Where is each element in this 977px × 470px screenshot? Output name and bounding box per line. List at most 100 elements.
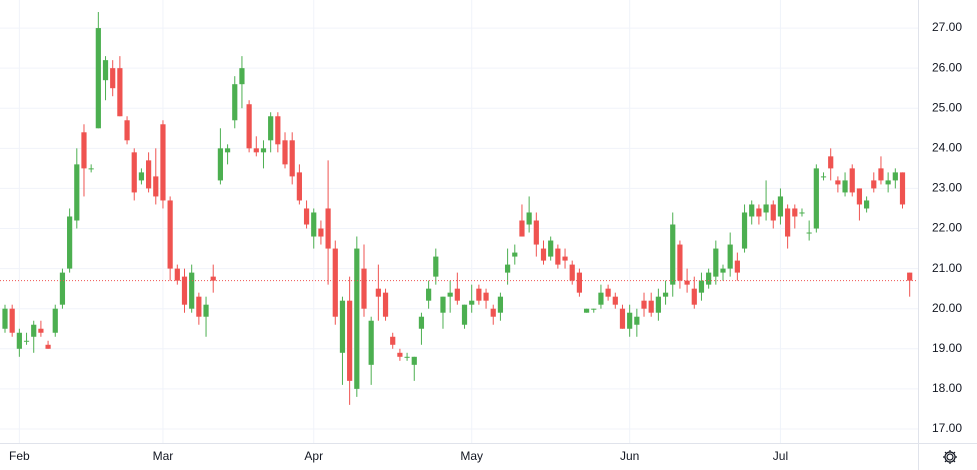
candle-body (842, 180, 848, 193)
candle-body (426, 288, 432, 301)
candle-body (648, 300, 654, 313)
candle-body (828, 156, 834, 169)
candle-body (490, 308, 496, 317)
candle-body (16, 332, 22, 349)
y-tick-label: 17.00 (932, 421, 962, 435)
candle-body (45, 344, 51, 349)
candle-body (713, 248, 719, 277)
candle-body (634, 316, 640, 325)
candle-body (347, 300, 353, 381)
candle-body (512, 252, 518, 257)
candle-body (260, 148, 267, 153)
candle-body (282, 140, 288, 165)
candle-body (196, 296, 202, 317)
candle-body (88, 168, 94, 170)
candle-body (160, 124, 166, 201)
candle-body (555, 248, 561, 265)
candle-body (533, 220, 539, 245)
candle-body (497, 296, 504, 313)
candle-body (95, 28, 101, 129)
candle-body (454, 288, 460, 301)
candle-body (318, 228, 324, 237)
candle-body (684, 280, 690, 285)
candle-body (691, 288, 697, 305)
candle-body (519, 220, 525, 237)
candle-body (174, 268, 180, 281)
x-tick-label: May (460, 449, 483, 463)
x-tick-label: Jul (773, 449, 788, 463)
candle-body (332, 248, 338, 317)
candle-body (167, 200, 173, 269)
candle-body (268, 116, 274, 141)
candle-body (619, 308, 626, 329)
candle-body (368, 320, 374, 365)
candle-body (325, 208, 331, 249)
candle-body (447, 292, 453, 297)
candle-body (878, 168, 884, 181)
candle-body (224, 148, 231, 153)
candle-body (275, 116, 281, 145)
x-tick-label: Jun (620, 449, 639, 463)
candle-body (138, 172, 145, 181)
candle-body (189, 272, 195, 309)
candle-body (806, 232, 812, 234)
candle-body (605, 288, 611, 297)
candle-body (303, 208, 310, 225)
candle-body (820, 176, 827, 178)
candle-body (670, 224, 676, 285)
candle-body (2, 308, 8, 329)
settings-icon[interactable] (943, 450, 957, 464)
candle-body (433, 256, 439, 277)
candle-body (576, 272, 582, 293)
candle-body (548, 240, 554, 257)
y-tick-label: 25.00 (932, 100, 962, 114)
candle-body (239, 68, 245, 85)
candle-body (483, 292, 489, 301)
candle-body (907, 272, 913, 281)
candle-body (81, 132, 87, 169)
y-tick-label: 22.00 (932, 221, 962, 235)
candle-body (102, 60, 109, 81)
candle-body (52, 308, 58, 333)
candle-body (727, 244, 733, 269)
candle-body (777, 196, 784, 217)
candle-body (390, 336, 396, 345)
y-tick-label: 20.00 (932, 301, 962, 315)
candle-body (131, 152, 137, 193)
y-tick-label: 26.00 (932, 60, 962, 74)
candle-body (785, 208, 791, 237)
candle-body (741, 212, 748, 249)
candle-body (627, 312, 633, 329)
candle-body (203, 304, 209, 317)
candle-body (562, 256, 568, 261)
candle-body (232, 84, 238, 121)
candle-body (67, 216, 73, 269)
candle-body (375, 288, 381, 297)
y-tick-label: 21.00 (932, 261, 962, 275)
candle-body (38, 328, 44, 333)
candle-body (440, 296, 446, 313)
x-tick-label: Mar (153, 449, 174, 463)
candle-body (849, 168, 855, 193)
candle-body (153, 176, 159, 197)
candle-body (598, 292, 604, 305)
candle-body (770, 204, 776, 221)
candle-body (59, 272, 66, 305)
candle-body (799, 212, 805, 214)
candle-body (311, 212, 317, 237)
y-tick-label: 19.00 (932, 341, 962, 355)
candle-body (217, 148, 223, 181)
candle-body (382, 292, 389, 317)
candle-body (698, 280, 705, 293)
candle-body (124, 120, 130, 141)
x-tick-label: Apr (304, 449, 323, 463)
candle-body (792, 208, 798, 217)
candle-body (117, 68, 123, 117)
candle-body (110, 68, 116, 89)
candle-body (9, 308, 15, 333)
candle-body (146, 160, 152, 189)
candle-body (404, 356, 410, 358)
candle-body (763, 204, 769, 213)
